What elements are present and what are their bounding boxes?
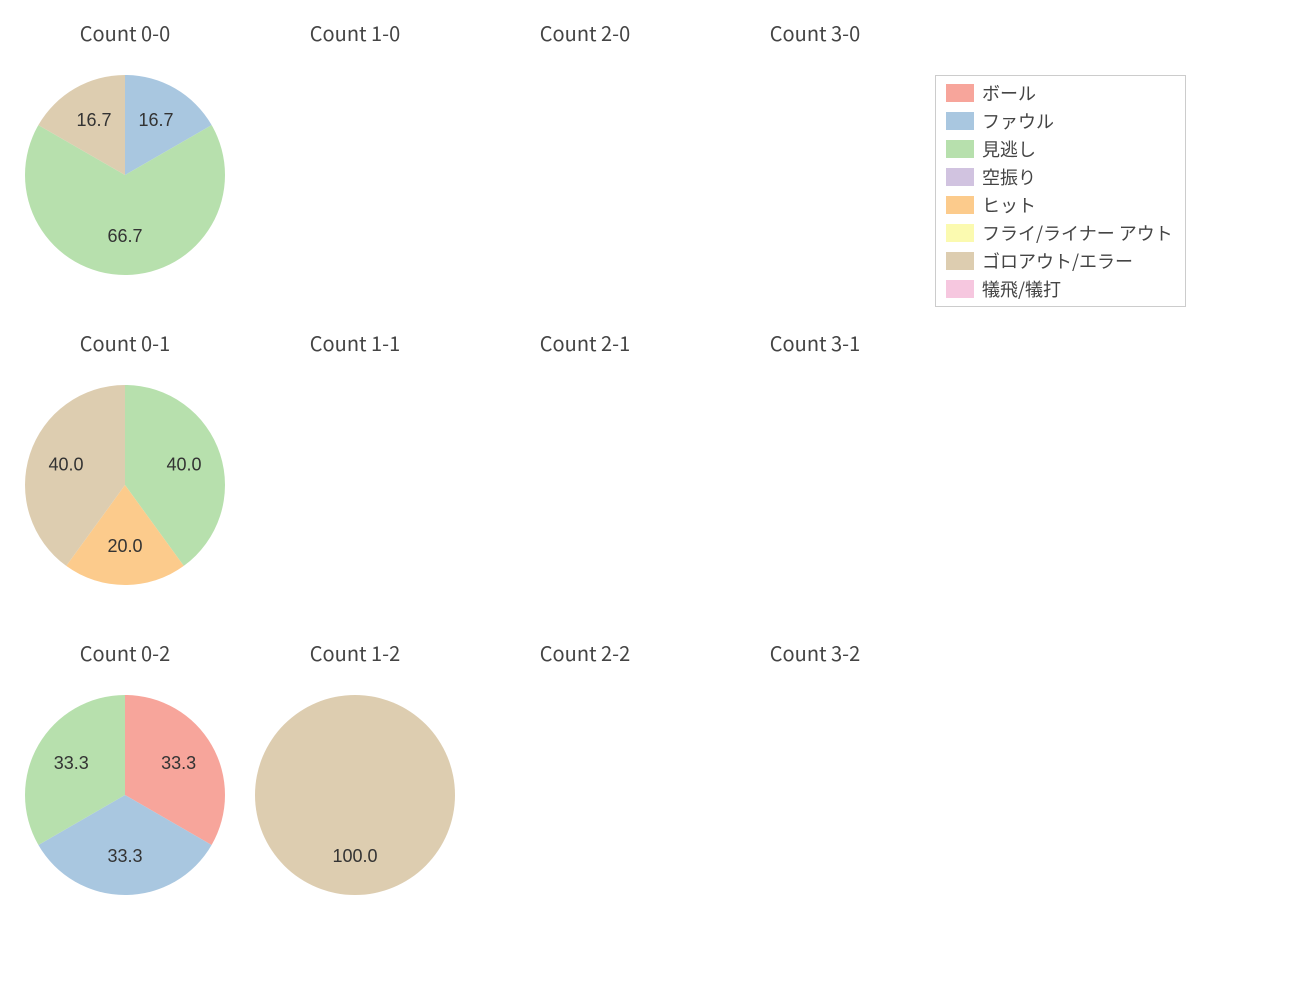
legend-label: ファウル: [982, 112, 1054, 130]
legend-swatch: [946, 84, 974, 102]
chart-title: Count 2-1: [485, 328, 685, 357]
legend-swatch: [946, 140, 974, 158]
pie-label: 33.3: [161, 753, 196, 773]
legend-item: ゴロアウト/エラー: [946, 252, 1173, 270]
legend-swatch: [946, 168, 974, 186]
chart-title: Count 3-2: [715, 638, 915, 667]
chart-title: Count 1-0: [255, 18, 455, 47]
pie-chart: 100.0: [255, 695, 455, 900]
chart-title: Count 1-2: [255, 638, 455, 667]
legend-label: 見逃し: [982, 140, 1036, 158]
pie-label: 66.7: [107, 226, 142, 246]
chart-title: Count 0-1: [25, 328, 225, 357]
legend: ボールファウル見逃し空振りヒットフライ/ライナー アウトゴロアウト/エラー犠飛/…: [935, 75, 1186, 307]
chart-title: Count 1-1: [255, 328, 455, 357]
legend-swatch: [946, 280, 974, 298]
pie-chart: [255, 75, 455, 280]
pie-chart: [715, 75, 915, 280]
chart-title: Count 3-0: [715, 18, 915, 47]
pie-label: 20.0: [107, 536, 142, 556]
pie-label: 40.0: [49, 455, 84, 475]
chart-title: Count 2-0: [485, 18, 685, 47]
legend-swatch: [946, 224, 974, 242]
chart-title: Count 0-0: [25, 18, 225, 47]
pie-label: 100.0: [332, 846, 377, 866]
legend-label: ゴロアウト/エラー: [982, 252, 1133, 270]
chart-cell: Count 2-1: [485, 320, 685, 610]
chart-title: Count 3-1: [715, 328, 915, 357]
chart-title: Count 0-2: [25, 638, 225, 667]
pie-chart: [485, 695, 685, 900]
legend-label: ボール: [982, 84, 1036, 102]
legend-swatch: [946, 196, 974, 214]
pie-chart: 16.7 66.7 16.7: [25, 75, 225, 280]
legend-item: 空振り: [946, 168, 1173, 186]
pie-label: 33.3: [107, 846, 142, 866]
legend-swatch: [946, 252, 974, 270]
chart-cell: Count 3-1: [715, 320, 915, 610]
chart-cell: Count 0-0 16.7 66.7 16.7: [25, 10, 225, 300]
chart-cell: Count 1-1: [255, 320, 455, 610]
pie-chart: [715, 695, 915, 900]
legend-swatch: [946, 112, 974, 130]
pie-chart: [485, 385, 685, 590]
chart-cell: Count 3-2: [715, 630, 915, 920]
legend-item: フライ/ライナー アウト: [946, 224, 1173, 242]
chart-cell: Count 2-2: [485, 630, 685, 920]
pie-chart: [715, 385, 915, 590]
chart-cell: Count 3-0: [715, 10, 915, 300]
chart-stage: Count 0-0 16.7 66.7 16.7 Count 1-0 Count 2-0 C…: [0, 0, 1300, 1000]
legend-item: 犠飛/犠打: [946, 280, 1173, 298]
legend-label: 犠飛/犠打: [982, 280, 1061, 298]
pie-chart: [255, 385, 455, 590]
chart-title: Count 2-2: [485, 638, 685, 667]
chart-cell: Count 2-0: [485, 10, 685, 300]
pie-chart: [485, 75, 685, 280]
chart-cell: Count 0-2 33.3 33.3 33.3: [25, 630, 225, 920]
pie-label: 40.0: [166, 455, 201, 475]
pie-label: 16.7: [139, 110, 174, 130]
pie-label: 16.7: [76, 110, 111, 130]
legend-item: ボール: [946, 84, 1173, 102]
chart-cell: Count 0-1 40.0 20.0 40.0: [25, 320, 225, 610]
legend-label: ヒット: [982, 196, 1036, 214]
pie-label: 33.3: [54, 753, 89, 773]
legend-label: フライ/ライナー アウト: [982, 224, 1173, 242]
pie-chart: 33.3 33.3 33.3: [25, 695, 225, 900]
chart-cell: Count 1-2 100.0: [255, 630, 455, 920]
pie-chart: 40.0 20.0 40.0: [25, 385, 225, 590]
chart-cell: Count 1-0: [255, 10, 455, 300]
legend-item: ファウル: [946, 112, 1173, 130]
legend-item: ヒット: [946, 196, 1173, 214]
legend-label: 空振り: [982, 168, 1036, 186]
legend-item: 見逃し: [946, 140, 1173, 158]
